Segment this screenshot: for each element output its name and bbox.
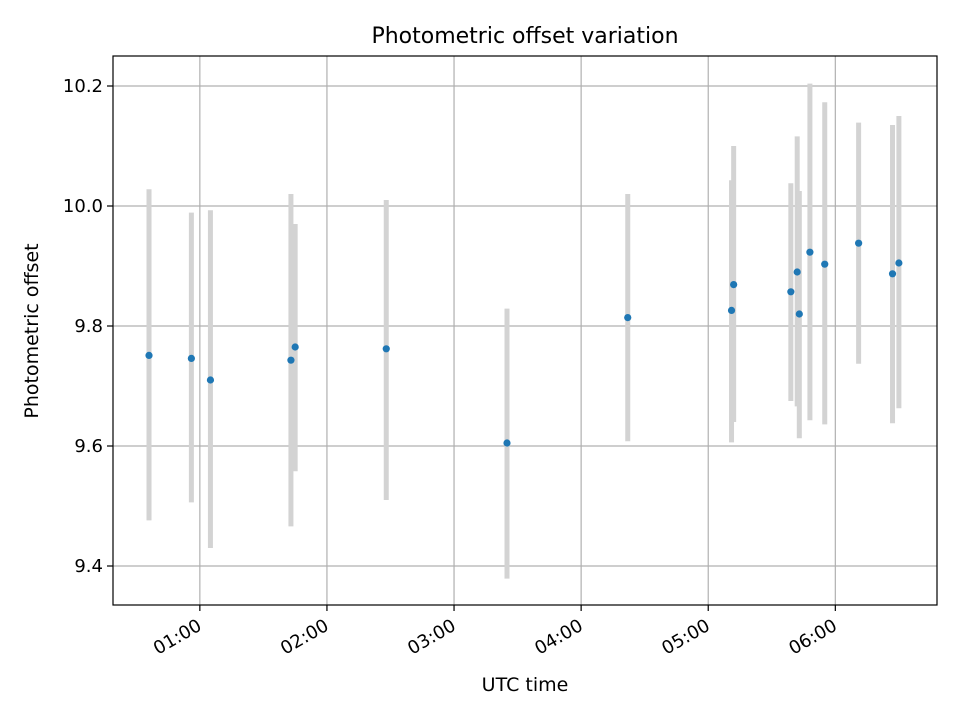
y-tick-label: 9.6: [74, 436, 103, 457]
data-point: [730, 281, 738, 289]
data-point: [787, 288, 795, 296]
data-point: [187, 354, 195, 362]
data-point: [382, 345, 390, 353]
data-points: [145, 239, 903, 447]
data-point: [793, 268, 801, 276]
x-axis-label: UTC time: [482, 674, 569, 696]
data-point: [624, 314, 632, 322]
data-point: [795, 310, 803, 318]
data-point: [895, 259, 903, 267]
data-point: [145, 351, 153, 359]
y-tick-label: 10.2: [63, 76, 103, 97]
y-tick-label: 10.0: [63, 196, 103, 217]
data-point: [503, 439, 511, 447]
data-point: [291, 343, 299, 351]
data-point: [855, 239, 863, 247]
data-point: [821, 260, 829, 268]
data-point: [206, 376, 215, 384]
y-tick-label: 9.8: [74, 316, 103, 337]
y-axis-ticks: 9.4 9.6 9.8 10.0 10.2: [63, 76, 113, 577]
data-point: [287, 356, 295, 364]
plot-frame: [112, 55, 938, 606]
chart-title: Photometric offset variation: [371, 24, 678, 49]
data-point: [888, 270, 897, 278]
data-point: [727, 306, 736, 314]
data-point: [806, 248, 814, 256]
y-axis-label: Photometric offset: [21, 243, 43, 418]
y-tick-label: 9.4: [74, 556, 103, 577]
